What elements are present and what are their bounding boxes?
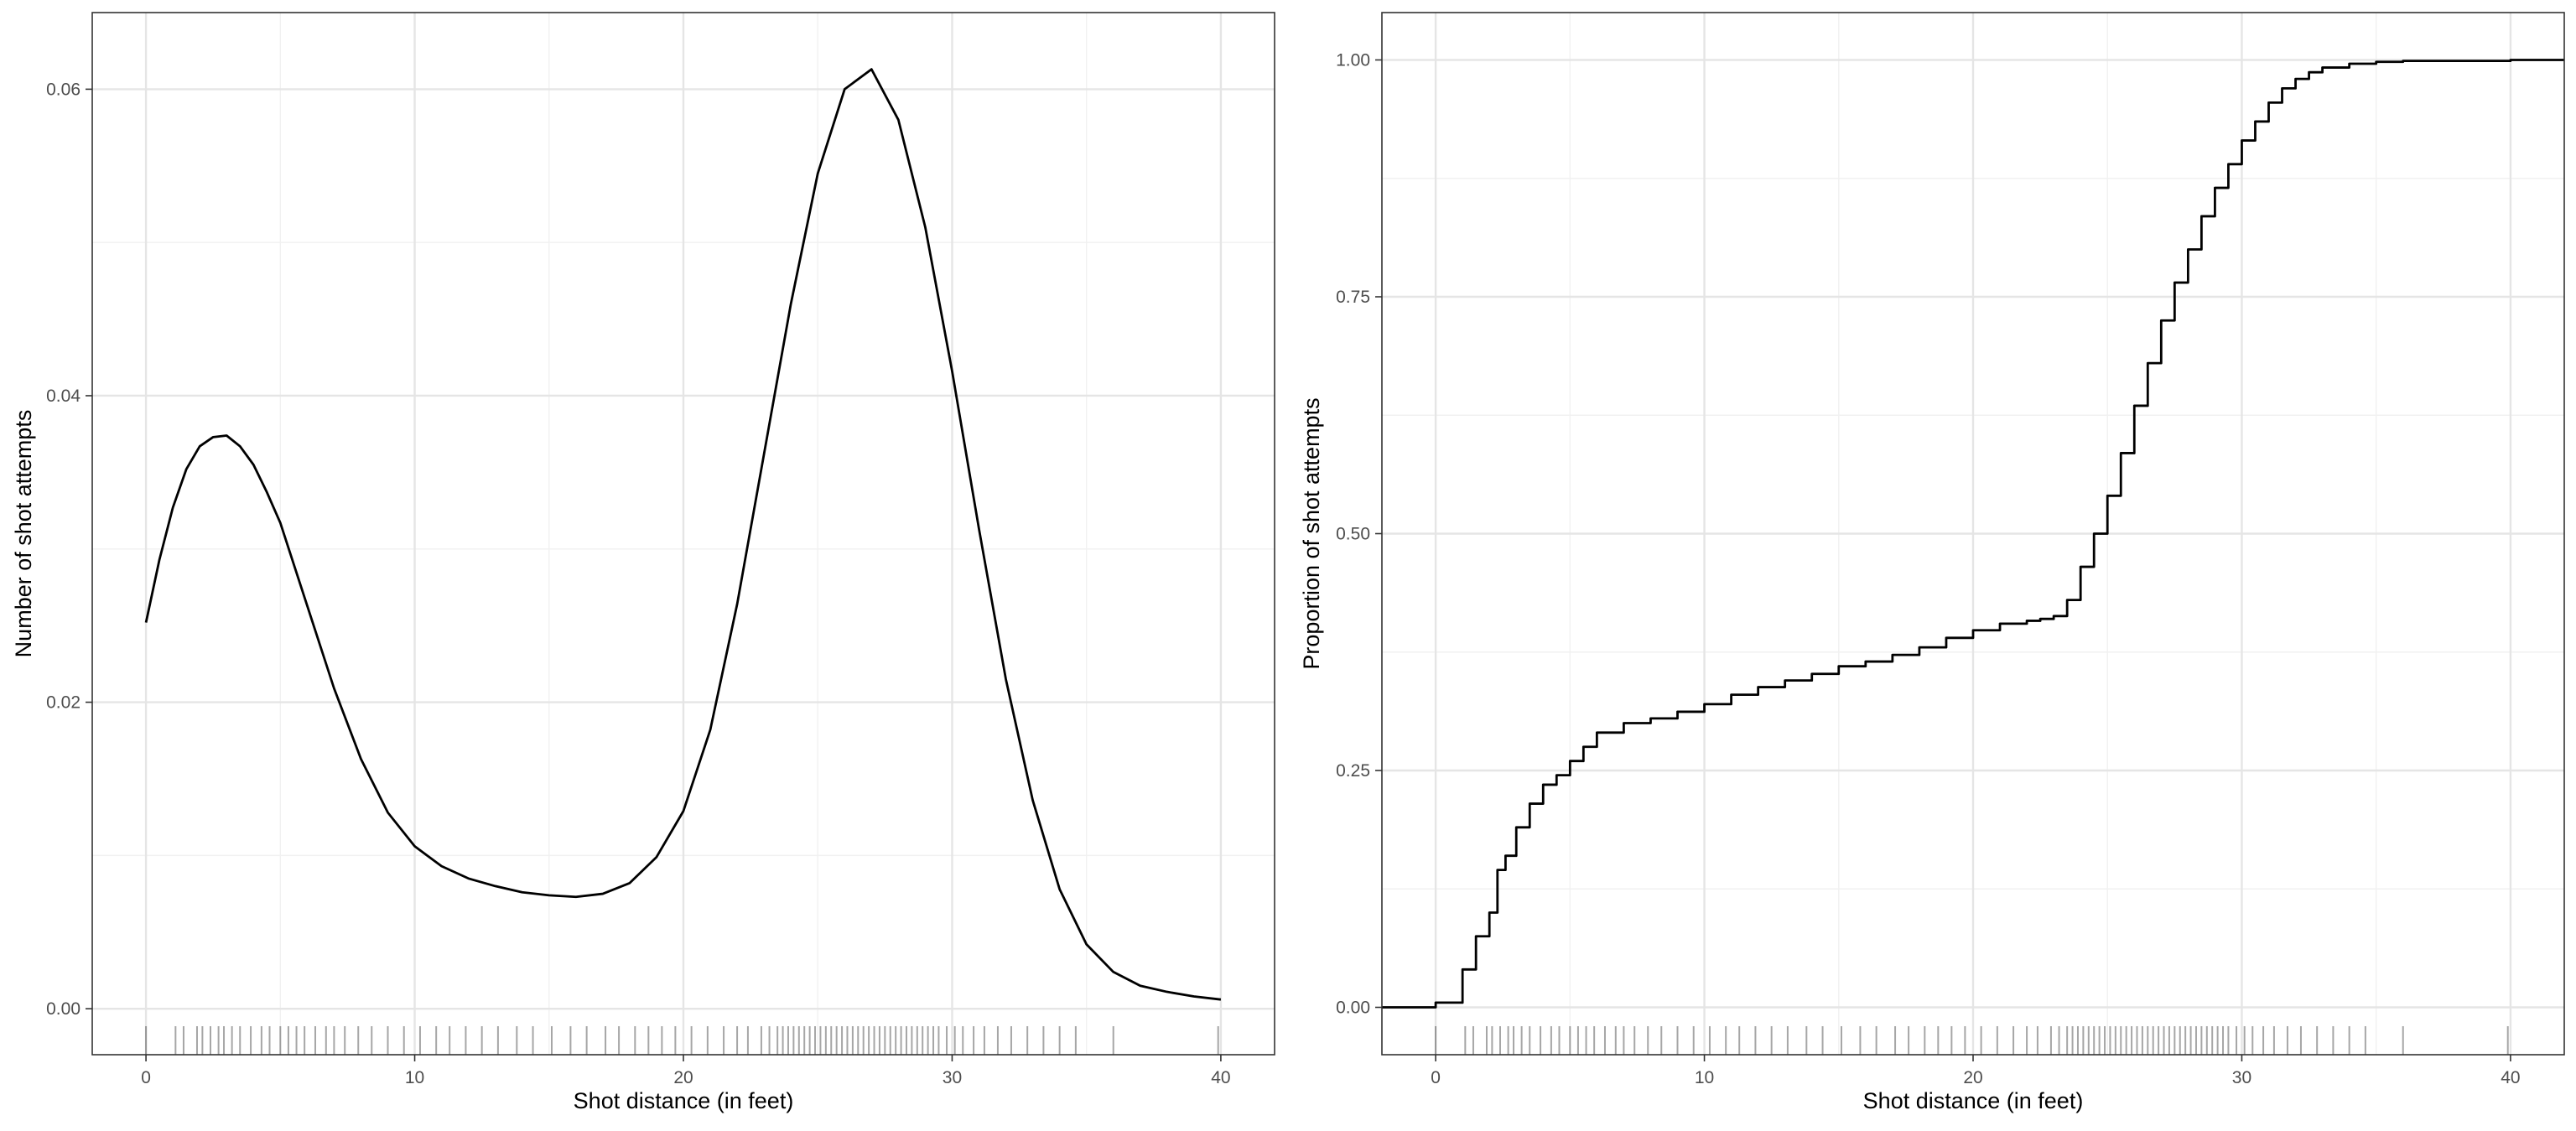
x-axis-title: Shot distance (in feet) xyxy=(1863,1088,2084,1113)
y-tick-label: 0.04 xyxy=(46,387,80,406)
chart-panel-1: 0 10 20 30 40 0.00 0.02 0.04 0.06 Shot distance (… xyxy=(11,12,1275,1113)
rug-marks xyxy=(145,1026,1219,1055)
y-tick-label: 0.75 xyxy=(1336,288,1370,307)
y-axis-title: Number of shot attempts xyxy=(11,410,36,658)
x-tick-label: 30 xyxy=(2232,1068,2251,1087)
y-tick-label: 0.06 xyxy=(46,80,80,99)
ecdf-line xyxy=(1382,59,2564,1009)
panel-border xyxy=(1381,12,2565,1056)
y-tick-label: 0.25 xyxy=(1336,761,1370,781)
rug-marks xyxy=(1435,1026,2509,1055)
density-line xyxy=(144,68,1222,1001)
y-tick-label: 0.00 xyxy=(46,999,80,1019)
x-tick-label: 20 xyxy=(1963,1068,1982,1087)
x-tick-label: 0 xyxy=(1431,1068,1441,1087)
x-tick-label: 10 xyxy=(1695,1068,1714,1087)
y-tick-label: 1.00 xyxy=(1336,51,1370,70)
x-tick-label: 10 xyxy=(405,1068,424,1087)
x-axis-title: Shot distance (in feet) xyxy=(574,1088,794,1113)
x-tick-label: 40 xyxy=(2501,1068,2520,1087)
x-tick-label: 30 xyxy=(943,1068,962,1087)
x-tick-label: 0 xyxy=(141,1068,151,1087)
y-tick-label: 0.02 xyxy=(46,693,80,713)
y-axis-title: Proportion of shot attempts xyxy=(1299,397,1324,669)
x-tick-label: 40 xyxy=(1211,1068,1230,1087)
chart-panel-2: 0 10 20 30 40 0.00 0.25 0.50 0.75 1.00 Shot distan… xyxy=(1299,12,2565,1113)
y-tick-label: 0.50 xyxy=(1336,525,1370,544)
y-tick-label: 0.00 xyxy=(1336,999,1370,1018)
x-tick-label: 20 xyxy=(673,1068,693,1087)
panel-border xyxy=(91,12,1275,1056)
